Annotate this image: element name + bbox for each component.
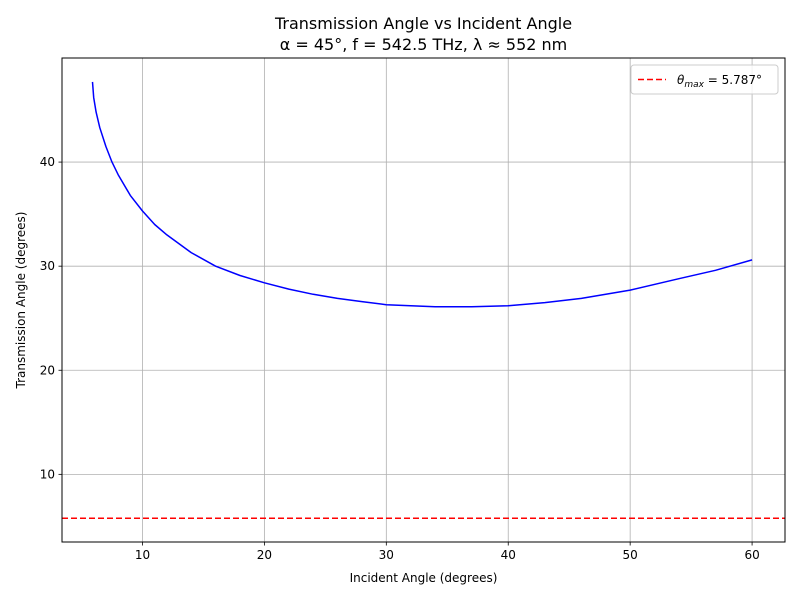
legend-symbol: θ: [677, 73, 685, 87]
y-tick-label: 20: [40, 363, 55, 377]
grid: [62, 58, 785, 542]
y-tick-label: 40: [40, 155, 55, 169]
chart-subtitle: α = 45°, f = 542.5 THz, λ ≈ 552 nm: [280, 35, 568, 54]
x-tick-label: 50: [623, 548, 638, 562]
x-tick-label: 30: [379, 548, 394, 562]
x-axis-ticks: 10 20 30 40 50 60: [135, 542, 760, 562]
x-tick-label: 10: [135, 548, 150, 562]
chart-title: Transmission Angle vs Incident Angle: [274, 14, 572, 33]
transmission-angle-curve: [91, 81, 753, 308]
y-axis-label: Transmission Angle (degrees): [14, 212, 28, 390]
y-tick-label: 30: [40, 259, 55, 273]
legend-label-theta-max: θmax = 5.787°: [677, 73, 762, 90]
y-axis-ticks: 10 20 30 40: [40, 155, 62, 481]
x-tick-label: 60: [744, 548, 759, 562]
legend-box: [630, 64, 779, 95]
plot-series: [62, 81, 785, 519]
x-tick-label: 40: [501, 548, 516, 562]
y-tick-label: 10: [40, 467, 55, 481]
legend-subscript: max: [684, 80, 704, 90]
plot-frame: [61, 57, 786, 543]
legend-value: = 5.787°: [704, 73, 762, 87]
legend: θmax = 5.787°: [630, 64, 779, 95]
x-axis-label: Incident Angle (degrees): [350, 571, 498, 585]
x-tick-label: 20: [257, 548, 272, 562]
